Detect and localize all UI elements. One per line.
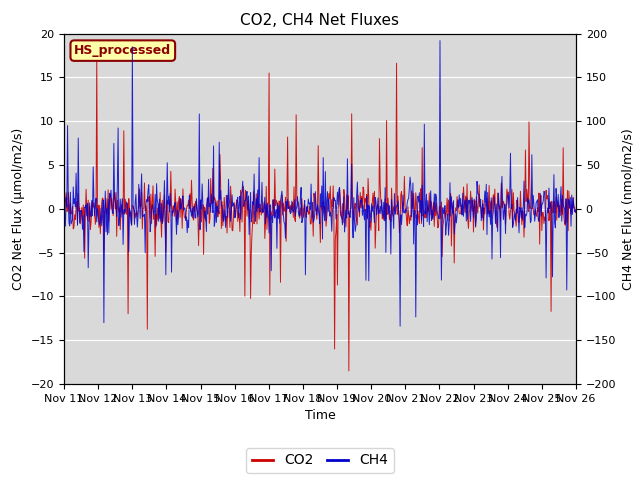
Y-axis label: CH4 Net Flux (nmol/m2/s): CH4 Net Flux (nmol/m2/s) bbox=[622, 128, 635, 289]
Y-axis label: CO2 Net Flux (μmol/m2/s): CO2 Net Flux (μmol/m2/s) bbox=[12, 128, 25, 290]
X-axis label: Time: Time bbox=[305, 409, 335, 422]
Text: HS_processed: HS_processed bbox=[74, 44, 172, 57]
Legend: CO2, CH4: CO2, CH4 bbox=[246, 448, 394, 473]
Title: CO2, CH4 Net Fluxes: CO2, CH4 Net Fluxes bbox=[241, 13, 399, 28]
